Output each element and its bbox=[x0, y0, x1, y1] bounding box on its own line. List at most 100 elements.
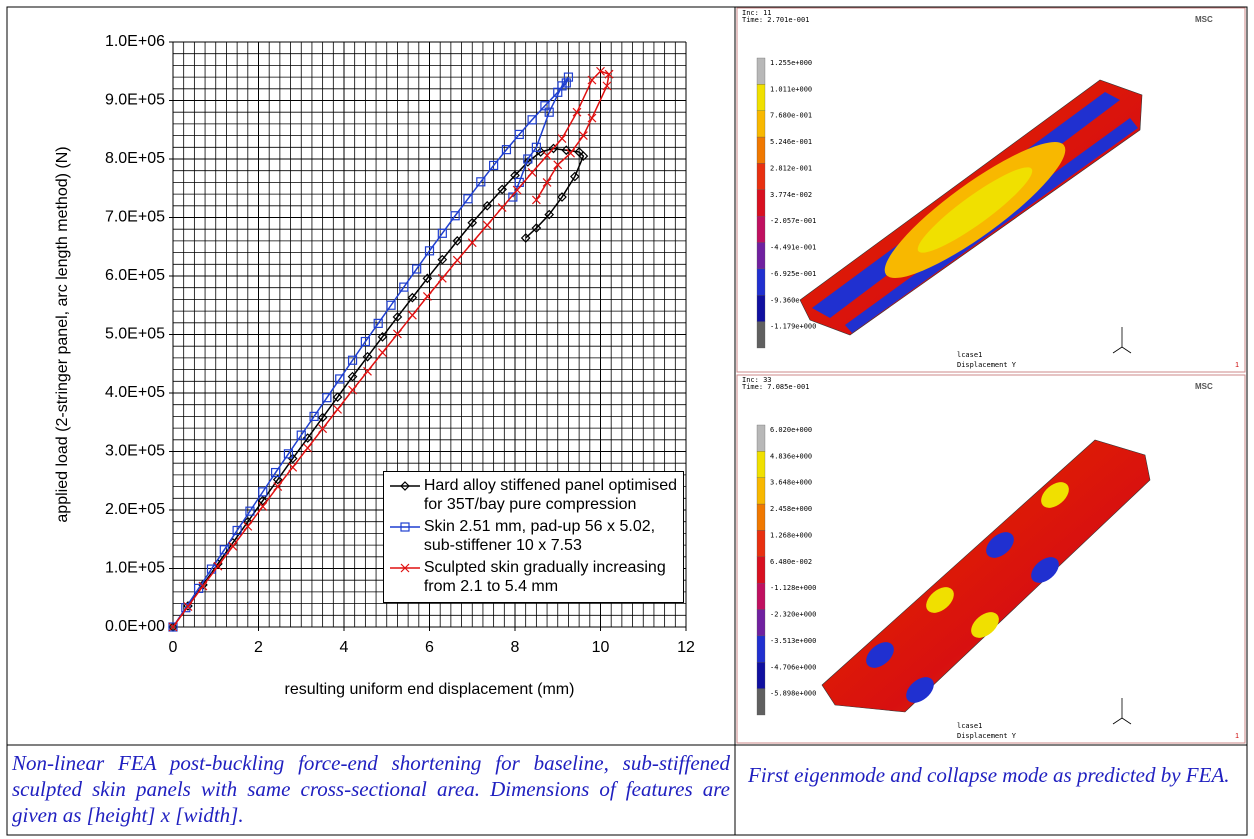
colorbar-label: 2.458e+000 bbox=[770, 505, 812, 513]
y-tick-label: 2.0E+05 bbox=[105, 501, 165, 518]
colorbar-label: 1.255e+000 bbox=[770, 59, 812, 67]
colorbar-segment bbox=[757, 478, 765, 504]
legend-entry: Hard alloy stiffened panel optimised for… bbox=[390, 476, 677, 514]
colorbar-segment bbox=[757, 689, 765, 715]
colorbar-label: 2.812e-001 bbox=[770, 164, 812, 172]
legend-swatch bbox=[390, 477, 420, 495]
colorbar-segment bbox=[757, 58, 765, 84]
fea-logo: MSC bbox=[1195, 15, 1213, 24]
colorbar-label: 5.246e-001 bbox=[770, 138, 812, 146]
y-axis-label: applied load (2-stringer panel, arc leng… bbox=[54, 146, 71, 522]
y-tick-label: 1.0E+06 bbox=[105, 33, 165, 50]
legend-swatch bbox=[390, 518, 420, 536]
colorbar-label: -2.057e-001 bbox=[770, 217, 816, 225]
x-tick-label: 12 bbox=[677, 639, 695, 656]
fea-lcase: lcase1 bbox=[957, 351, 982, 359]
caption: Non-linear FEA post-buckling force-end s… bbox=[12, 750, 730, 828]
x-axis-label: resulting uniform end displacement (mm) bbox=[285, 681, 575, 698]
marker bbox=[364, 367, 372, 375]
colorbar-segment bbox=[757, 504, 765, 530]
x-tick-label: 10 bbox=[592, 639, 610, 656]
colorbar-label: -4.491e-001 bbox=[770, 244, 816, 252]
fea-time: Time: 7.085e-001 bbox=[742, 383, 809, 391]
x-tick-label: 8 bbox=[511, 639, 520, 656]
colorbar-segment bbox=[757, 322, 765, 348]
legend: Hard alloy stiffened panel optimised for… bbox=[383, 471, 684, 603]
y-tick-label: 1.0E+05 bbox=[105, 560, 165, 577]
colorbar-segment bbox=[757, 137, 765, 163]
colorbar-segment bbox=[757, 662, 765, 688]
caption: First eigenmode and collapse mode as pre… bbox=[748, 762, 1240, 788]
y-tick-label: 3.0E+05 bbox=[105, 443, 165, 460]
colorbar-label: -5.898e+000 bbox=[770, 690, 816, 698]
legend-entry: Sculpted skin gradually increasing from … bbox=[390, 558, 677, 596]
colorbar-segment bbox=[757, 610, 765, 636]
figure: 0.0E+00 1.0E+05 2.0E+05 3.0E+05 4.0E+05 5.0E+… bbox=[0, 0, 1254, 839]
marker bbox=[453, 256, 461, 264]
marker bbox=[528, 168, 536, 176]
colorbar-label: 1.011e+000 bbox=[770, 85, 812, 93]
fea-time: Time: 2.701e-001 bbox=[742, 16, 809, 24]
legend-swatch bbox=[390, 559, 420, 577]
colorbar-segment bbox=[757, 216, 765, 242]
colorbar-segment bbox=[757, 583, 765, 609]
x-tick-label: 0 bbox=[169, 639, 178, 656]
colorbar-segment bbox=[757, 636, 765, 662]
y-tick-label: 6.0E+05 bbox=[105, 267, 165, 284]
marker bbox=[259, 502, 267, 510]
marker bbox=[483, 221, 491, 229]
fea-index: 1 bbox=[1235, 733, 1239, 740]
colorbar-label: 4.836e+000 bbox=[770, 452, 812, 460]
colorbar-label: -1.128e+000 bbox=[770, 584, 816, 592]
y-tick-label: 0.0E+00 bbox=[105, 618, 165, 635]
colorbar-label: -1.179e+000 bbox=[770, 323, 816, 331]
colorbar-label: 6.480e-002 bbox=[770, 558, 812, 566]
legend-entry: Skin 2.51 mm, pad-up 56 x 5.02, sub-stif… bbox=[390, 517, 677, 555]
colorbar-label: -2.320e+000 bbox=[770, 611, 816, 619]
marker bbox=[408, 311, 416, 319]
x-tick-label: 6 bbox=[425, 639, 434, 656]
fea-result: Displacement Y bbox=[957, 732, 1017, 740]
colorbar-label: -6.925e-001 bbox=[770, 270, 816, 278]
fea-result: Displacement Y bbox=[957, 361, 1017, 369]
colorbar-segment bbox=[757, 190, 765, 216]
x-tick-label: 4 bbox=[340, 639, 349, 656]
colorbar-label: 1.268e+000 bbox=[770, 531, 812, 539]
page: 0.0E+00 1.0E+05 2.0E+05 3.0E+05 4.0E+05 5.0E+… bbox=[0, 0, 1254, 839]
marker bbox=[378, 349, 386, 357]
x-tick-label: 2 bbox=[254, 639, 263, 656]
colorbar-label: 3.774e-002 bbox=[770, 191, 812, 199]
legend-label: Hard alloy stiffened panel optimised for… bbox=[424, 476, 677, 514]
legend-label: Sculpted skin gradually increasing from … bbox=[424, 558, 666, 596]
colorbar-segment bbox=[757, 530, 765, 556]
colorbar-segment bbox=[757, 451, 765, 477]
marker bbox=[588, 114, 596, 122]
colorbar-segment bbox=[757, 84, 765, 110]
colorbar-segment bbox=[757, 295, 765, 321]
colorbar-segment bbox=[757, 269, 765, 295]
colorbar-segment bbox=[757, 557, 765, 583]
colorbar-label: 7.680e-001 bbox=[770, 112, 812, 120]
y-tick-label: 8.0E+05 bbox=[105, 150, 165, 167]
marker bbox=[289, 463, 297, 471]
colorbar-label: -4.706e+000 bbox=[770, 663, 816, 671]
y-tick-label: 9.0E+05 bbox=[105, 92, 165, 109]
legend-label: Skin 2.51 mm, pad-up 56 x 5.02, sub-stif… bbox=[424, 517, 655, 555]
y-tick-label: 5.0E+05 bbox=[105, 326, 165, 343]
y-tick-label: 4.0E+05 bbox=[105, 384, 165, 401]
fea-index: 1 bbox=[1235, 362, 1239, 369]
colorbar-segment bbox=[757, 163, 765, 189]
colorbar-label: -3.513e+000 bbox=[770, 637, 816, 645]
fea-lcase: lcase1 bbox=[957, 722, 982, 730]
colorbar-label: 3.648e+000 bbox=[770, 479, 812, 487]
marker bbox=[334, 405, 342, 413]
colorbar-segment bbox=[757, 425, 765, 451]
marker bbox=[498, 204, 506, 212]
colorbar-label: 6.020e+000 bbox=[770, 426, 812, 434]
colorbar-segment bbox=[757, 111, 765, 137]
marker bbox=[304, 444, 312, 452]
y-tick-label: 7.0E+05 bbox=[105, 209, 165, 226]
fea-logo: MSC bbox=[1195, 382, 1213, 391]
colorbar-segment bbox=[757, 243, 765, 269]
